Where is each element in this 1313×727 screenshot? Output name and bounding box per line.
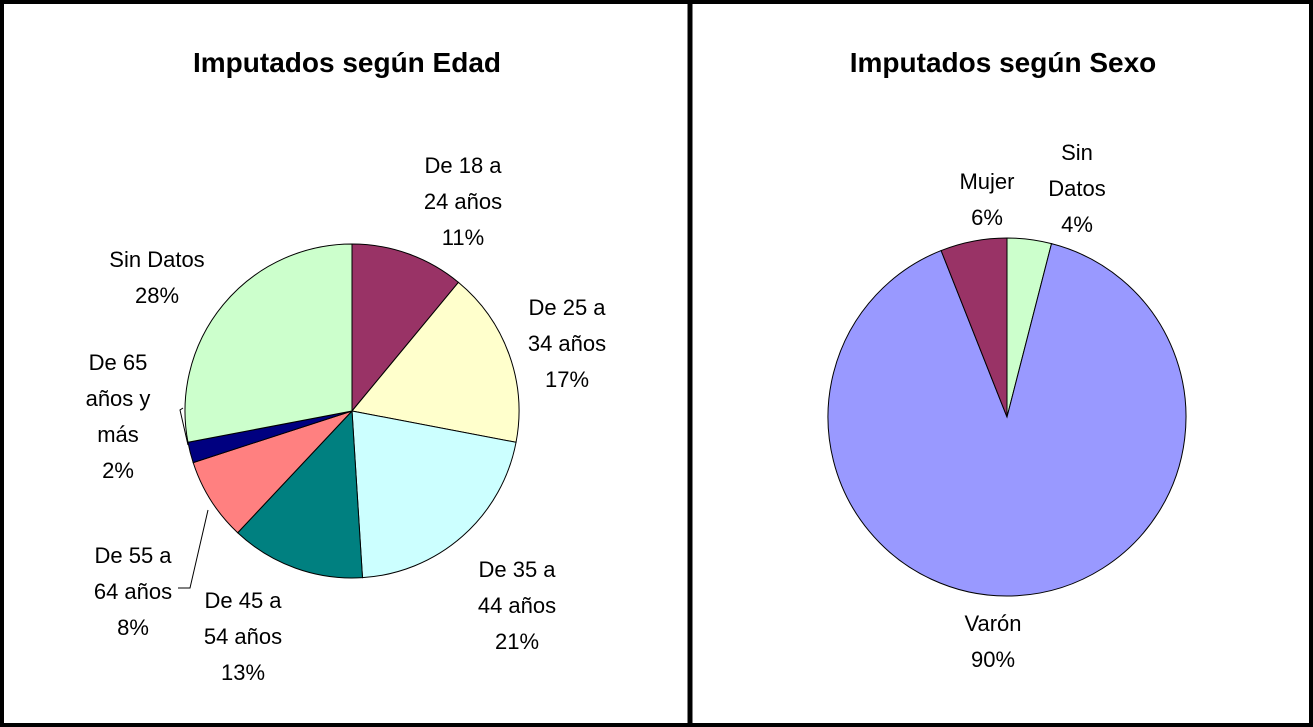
pie-slice: [351, 410, 517, 579]
value-label: 90%: [970, 647, 1016, 672]
leader-line: [178, 509, 209, 589]
value-label: 4%: [1061, 212, 1093, 237]
value-label: 17%: [544, 367, 590, 392]
category-label: De 65 años y más: [85, 350, 151, 447]
value-label: 11%: [441, 225, 485, 250]
data-label: De 55 a 64 años 8%: [83, 538, 183, 646]
category-label: De 45 a 54 años: [203, 588, 283, 649]
pie-slice: [236, 409, 364, 579]
chart-title: Imputados según Sexo: [850, 47, 1157, 78]
data-label: Sin Datos 28%: [92, 242, 222, 314]
pie-slice: [827, 243, 1187, 597]
category-label: De 18 a 24 años: [423, 153, 503, 214]
data-label: De 25 a 34 años 17%: [517, 290, 617, 398]
data-label: De 45 a 54 años 13%: [193, 583, 293, 691]
pie-slice: [940, 237, 1008, 418]
pie-slice: [351, 281, 520, 443]
value-label: 13%: [220, 660, 266, 685]
category-label: De 55 a 64 años: [93, 543, 173, 604]
category-label: Sin Datos: [1048, 140, 1106, 201]
value-label: 28%: [134, 283, 180, 308]
data-label: Varón 90%: [933, 606, 1053, 678]
chart-title: Imputados según Edad: [193, 47, 501, 78]
category-label: Mujer: [959, 169, 1015, 194]
value-label: 2%: [102, 458, 134, 483]
value-label: 8%: [117, 615, 149, 640]
data-label: Sin Datos 4%: [1047, 135, 1107, 243]
leader-line: [179, 407, 189, 446]
category-label: De 25 a 34 años: [527, 295, 607, 356]
value-label: 21%: [494, 629, 540, 654]
category-label: Varón: [964, 611, 1022, 636]
data-label: De 35 a 44 años 21%: [467, 552, 567, 660]
data-label: De 18 a 24 años 11%: [413, 148, 513, 256]
category-label: De 35 a 44 años: [477, 557, 557, 618]
data-label: Mujer 6%: [942, 164, 1032, 236]
value-label: 6%: [971, 205, 1003, 230]
pie-slice: [351, 243, 460, 413]
data-label: De 65 años y más 2%: [78, 345, 158, 489]
pie-slice: [184, 243, 353, 443]
category-label: Sin Datos: [109, 247, 205, 272]
